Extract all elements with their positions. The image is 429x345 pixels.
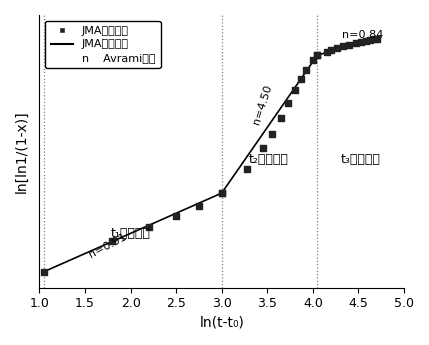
Point (285, 100, 292, 106)
Point (196, 203, 202, 209)
Point (371, 37, 378, 42)
Y-axis label: ln[ln1/(1-x)]: ln[ln1/(1-x)] (15, 110, 29, 193)
Point (303, 67, 310, 72)
Point (346, 42, 353, 47)
Point (339, 43, 346, 49)
Point (173, 213, 180, 218)
Text: n=0.91: n=0.91 (87, 232, 128, 260)
Point (145, 224, 152, 229)
Text: t₂：形核期: t₂：形核期 (249, 153, 289, 166)
Point (41, 269, 48, 274)
Text: t₁：孕育期: t₁：孕育期 (111, 227, 151, 240)
Point (362, 38, 369, 44)
Point (244, 166, 251, 172)
Point (298, 76, 305, 82)
Point (314, 52, 321, 58)
Legend: JMA分布数据, JMA线性拟合, n    Avrami指数: JMA分布数据, JMA线性拟合, n Avrami指数 (45, 21, 161, 68)
X-axis label: ln(t-t₀): ln(t-t₀) (199, 316, 244, 330)
Point (314, 52, 321, 58)
Text: n=4.50: n=4.50 (251, 83, 274, 126)
Point (259, 145, 266, 151)
Point (358, 39, 365, 45)
Point (218, 190, 225, 196)
Point (291, 88, 298, 93)
Point (367, 37, 374, 43)
Text: n=0.84: n=0.84 (342, 30, 384, 40)
Text: t₃：长大期: t₃：长大期 (340, 153, 380, 166)
Point (373, 36, 380, 41)
Point (218, 190, 225, 196)
Point (278, 115, 284, 120)
Point (323, 49, 330, 55)
Point (334, 45, 341, 50)
Point (269, 131, 275, 137)
Point (328, 47, 335, 52)
Point (352, 40, 359, 46)
Point (109, 238, 116, 244)
Point (309, 57, 316, 63)
